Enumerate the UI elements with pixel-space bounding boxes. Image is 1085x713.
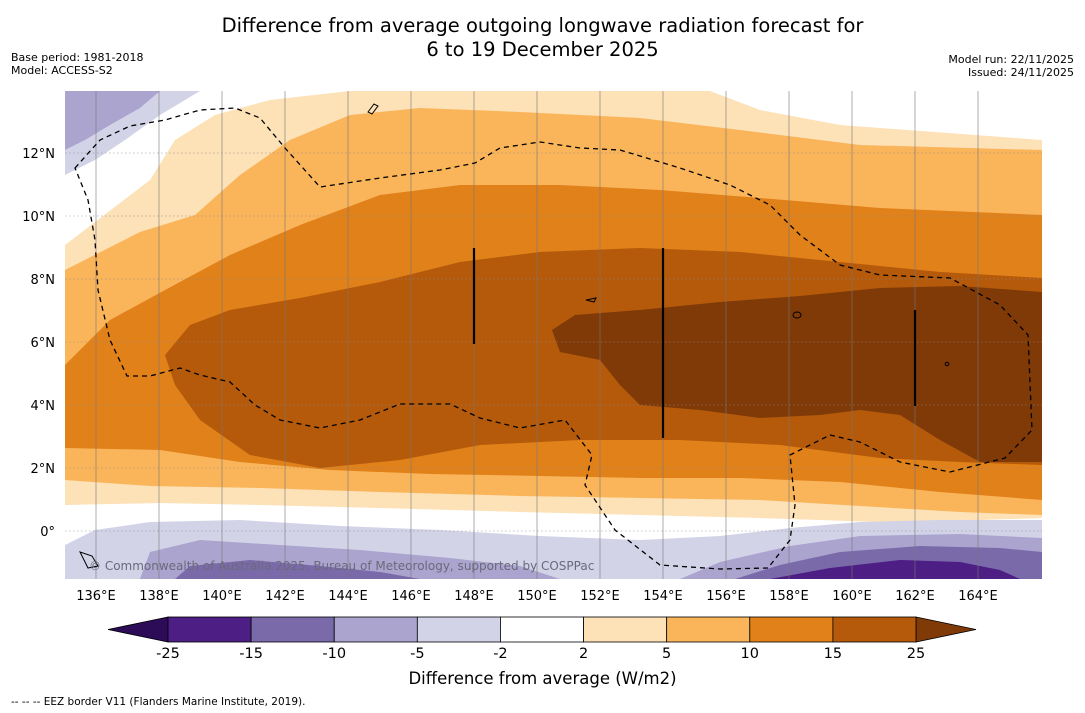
x-tick-154E: 154°E (643, 589, 683, 604)
copyright-text: © Commonwealth of Australia 2025, Bureau… (89, 559, 595, 573)
x-tick-158E: 158°E (769, 589, 809, 604)
colorbar-swatch (832, 616, 917, 643)
colorbar-swatch (749, 616, 834, 643)
colorbar-swatch (666, 616, 751, 643)
colorbar-tick-label: 2 (579, 646, 588, 662)
colorbar-tick-label: 15 (824, 646, 842, 662)
meta-right: Model run: 22/11/2025 Issued: 24/11/2025 (948, 53, 1074, 79)
x-tick-140E: 140°E (202, 589, 242, 604)
x-tick-136E: 136°E (76, 589, 116, 604)
chart-title: Difference from average outgoing longwav… (0, 14, 1085, 62)
x-tick-164E: 164°E (958, 589, 998, 604)
x-tick-152E: 152°E (580, 589, 620, 604)
y-tick-6N: 6°N (31, 336, 56, 351)
x-tick-138E: 138°E (139, 589, 179, 604)
y-axis-labels: 12°N 10°N 8°N 6°N 4°N 2°N 0° (22, 147, 55, 540)
colorbar: -25 -15 -10 -5 -2 2 5 10 15 25 (107, 616, 977, 662)
colorbar-tick-label: 25 (907, 646, 925, 662)
title-line-1: Difference from average outgoing longwav… (221, 14, 864, 37)
x-tick-162E: 162°E (895, 589, 935, 604)
y-tick-2N: 2°N (31, 462, 56, 477)
colorbar-label: Difference from average (W/m2) (408, 669, 677, 688)
x-tick-160E: 160°E (832, 589, 872, 604)
grid-lines (65, 152, 1042, 532)
eez-footnote: -- -- -- EEZ border V11 (Flanders Marine… (11, 696, 306, 708)
colorbar-swatch (167, 616, 252, 643)
title-line-2: 6 to 19 December 2025 (426, 38, 659, 61)
colorbar-tick-label: 10 (741, 646, 759, 662)
y-tick-12N: 12°N (22, 147, 55, 162)
y-tick-8N: 8°N (31, 273, 56, 288)
x-tick-156E: 156°E (706, 589, 746, 604)
x-tick-142E: 142°E (265, 589, 305, 604)
issued-label: Issued: 24/11/2025 (967, 66, 1074, 79)
meta-left: Base period: 1981-2018 Model: ACCESS-S2 (11, 51, 143, 77)
colorbar-swatch (333, 616, 418, 643)
x-axis-labels: 136°E 138°E 140°E 142°E 144°E 146°E 148°… (76, 589, 998, 604)
colorbar-swatch (583, 616, 668, 643)
x-tick-146E: 146°E (391, 589, 431, 604)
colorbar-swatch (416, 616, 501, 643)
y-tick-0: 0° (40, 525, 55, 540)
islands (79, 103, 950, 569)
region-nw-neg-mid (65, 91, 160, 150)
region-pos-over-25 (552, 286, 1042, 462)
colorbar-swatch (500, 616, 584, 643)
y-tick-10N: 10°N (22, 210, 55, 225)
colorbar-tick-label: -2 (493, 646, 507, 662)
x-tick-144E: 144°E (328, 589, 368, 604)
model-run-label: Model run: 22/11/2025 (948, 53, 1074, 66)
colorbar-tick-label: -10 (322, 646, 346, 662)
tracks (472, 248, 917, 438)
colorbar-tick-label: 5 (662, 646, 671, 662)
eez-border (74, 107, 1033, 570)
colorbar-tick-label: -15 (239, 646, 263, 662)
colorbar-swatch (250, 616, 335, 643)
colorbar-tick-label: -25 (156, 646, 180, 662)
base-period-label: Base period: 1981-2018 (11, 51, 144, 64)
colorbar-under-arrow (107, 616, 169, 643)
model-label: Model: ACCESS-S2 (11, 64, 113, 77)
colorbar-over-arrow (915, 616, 977, 643)
x-tick-148E: 148°E (454, 589, 494, 604)
y-tick-4N: 4°N (31, 399, 56, 414)
x-tick-150E: 150°E (517, 589, 557, 604)
region-neg-15-25 (770, 560, 1020, 579)
anomaly-field (65, 91, 1042, 579)
colorbar-tick-label: -5 (410, 646, 424, 662)
